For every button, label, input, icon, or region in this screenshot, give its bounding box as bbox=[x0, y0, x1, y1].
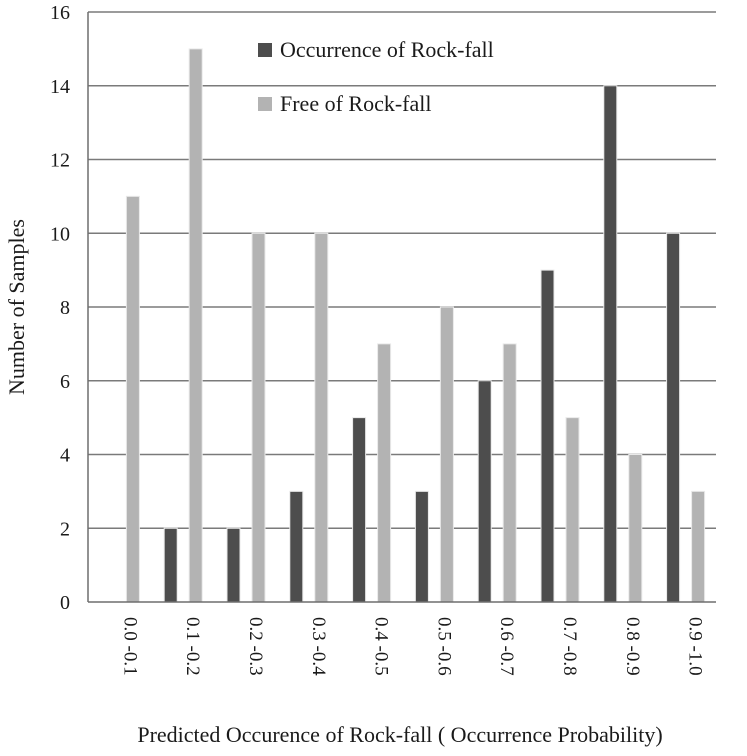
bar-occurrence-9 bbox=[666, 232, 681, 603]
legend-swatch-free bbox=[258, 97, 272, 111]
bar-occurrence-3 bbox=[289, 490, 304, 603]
bar-occurrence-8 bbox=[603, 85, 618, 603]
x-tick-label: 0.2 -0.3 bbox=[245, 617, 266, 676]
bar-free-0 bbox=[125, 195, 140, 603]
x-tick-label: 0.1 -0.2 bbox=[182, 617, 203, 676]
y-tick-label: 0 bbox=[60, 592, 70, 614]
x-tick-label: 0.7 -0.8 bbox=[559, 617, 580, 676]
bar-occurrence-2 bbox=[226, 527, 241, 603]
x-tick-label: 0.8 -0.9 bbox=[622, 617, 643, 676]
bar-free-8 bbox=[628, 454, 643, 603]
x-tick-label: 0.4 -0.5 bbox=[371, 617, 392, 676]
bar-free-2 bbox=[251, 232, 266, 603]
x-tick-label: 0.9 -1.0 bbox=[685, 617, 706, 676]
x-tick-label: 0.3 -0.4 bbox=[308, 617, 329, 676]
bar-free-5 bbox=[439, 306, 454, 603]
bar-free-7 bbox=[565, 417, 580, 603]
legend-label-occurrence: Occurrence of Rock-fall bbox=[280, 37, 494, 62]
y-axis-title: Number of Samples bbox=[4, 219, 29, 395]
bar-free-1 bbox=[188, 48, 203, 603]
y-tick-label: 4 bbox=[60, 445, 70, 467]
y-tick-label: 8 bbox=[60, 297, 70, 319]
legend-label-free: Free of Rock-fall bbox=[280, 91, 432, 116]
y-tick-label: 16 bbox=[50, 2, 70, 24]
gridlines bbox=[88, 11, 716, 529]
y-tick-label: 12 bbox=[50, 150, 70, 172]
bar-free-9 bbox=[691, 490, 706, 603]
y-tick-label: 6 bbox=[60, 371, 70, 393]
x-tick-labels: 0.0 -0.1 0.1 -0.2 0.2 -0.3 0.3 -0.4 0.4 -0.5… bbox=[119, 617, 705, 676]
bar-free-6 bbox=[502, 343, 517, 603]
y-tick-label: 10 bbox=[50, 223, 70, 245]
x-tick-label: 0.5 -0.6 bbox=[433, 617, 454, 676]
bar-free-3 bbox=[314, 232, 329, 603]
y-tick-label: 2 bbox=[60, 518, 70, 540]
x-tick-label: 0.0 -0.1 bbox=[119, 617, 140, 676]
legend-swatch-occurrence bbox=[258, 43, 272, 57]
bars bbox=[125, 48, 706, 603]
x-axis-title: Predicted Occurence of Rock-fall ( Occur… bbox=[137, 722, 662, 747]
bar-occurrence-7 bbox=[540, 269, 555, 603]
y-tick-labels: 0 2 4 6 8 10 12 14 16 bbox=[50, 2, 70, 614]
y-tick-label: 14 bbox=[50, 76, 70, 98]
x-tick-label: 0.6 -0.7 bbox=[496, 617, 517, 676]
bar-occurrence-4 bbox=[352, 417, 367, 603]
bar-occurrence-1 bbox=[163, 527, 178, 603]
bar-occurrence-5 bbox=[414, 490, 429, 603]
legend: Occurrence of Rock-fall Free of Rock-fal… bbox=[258, 37, 494, 116]
bar-free-4 bbox=[377, 343, 392, 603]
bar-occurrence-6 bbox=[477, 380, 492, 603]
